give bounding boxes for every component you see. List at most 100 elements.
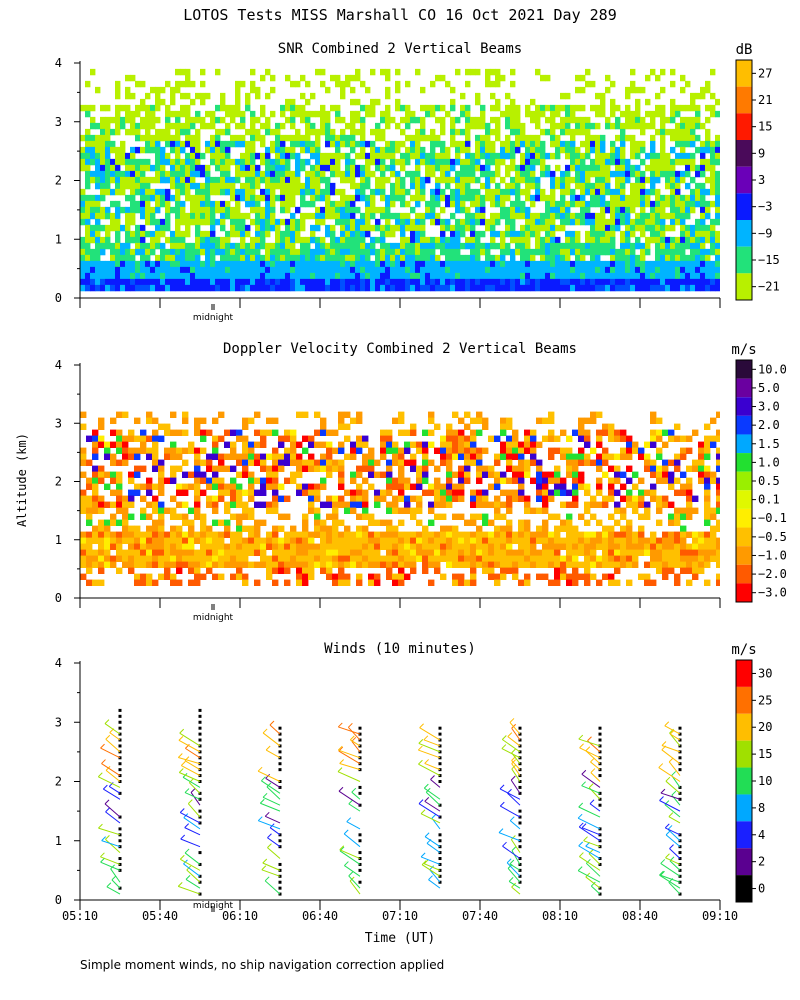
snr-cell [645, 194, 651, 202]
snr-cell [350, 134, 356, 142]
snr-cell [300, 278, 306, 286]
velocity-cell [158, 471, 165, 478]
snr-cell [390, 182, 396, 190]
snr-cell [540, 248, 546, 256]
snr-cell [315, 176, 321, 184]
snr-cell [515, 248, 521, 256]
snr-cell [670, 278, 676, 286]
snr-cell [485, 248, 491, 256]
snr-cell [285, 164, 291, 172]
velocity-cell [164, 423, 171, 430]
snr-cell [715, 284, 720, 292]
snr-cell [355, 248, 361, 256]
snr-cell [270, 206, 276, 214]
snr-cell [295, 206, 301, 214]
snr-cell [205, 230, 211, 238]
snr-cell [335, 284, 341, 292]
velocity-cell [134, 543, 141, 550]
snr-cell [395, 212, 401, 220]
velocity-cell [326, 561, 333, 568]
velocity-cell [86, 579, 93, 586]
snr-cell [260, 122, 266, 130]
velocity-cell [188, 579, 195, 586]
velocity-cell [152, 465, 159, 472]
snr-cell [430, 104, 436, 112]
velocity-cell [122, 507, 129, 514]
velocity-cell [302, 537, 309, 544]
snr-cell [505, 152, 511, 160]
snr-cell [510, 260, 516, 268]
velocity-cell [128, 453, 135, 460]
snr-cell [160, 98, 166, 106]
snr-cell [385, 278, 391, 286]
velocity-cell [398, 471, 405, 478]
velocity-cell [98, 501, 105, 508]
snr-cell [615, 278, 621, 286]
snr-cell [620, 122, 626, 130]
snr-cell [95, 218, 101, 226]
snr-cell [595, 182, 601, 190]
snr-cell [435, 134, 441, 142]
velocity-cell [266, 429, 273, 436]
colorbar-label: 9 [758, 146, 765, 160]
velocity-cell [92, 435, 99, 442]
snr-cell [405, 116, 411, 124]
snr-cell [485, 242, 491, 250]
snr-cell [195, 146, 201, 154]
snr-cell [305, 158, 311, 166]
velocity-cell [392, 549, 399, 556]
velocity-cell [152, 579, 159, 586]
velocity-cell [212, 555, 219, 562]
snr-cell [345, 170, 351, 178]
snr-cell [350, 128, 356, 136]
velocity-cell [308, 567, 315, 574]
snr-cell [690, 272, 696, 280]
snr-cell [125, 86, 131, 94]
velocity-cell [476, 561, 483, 568]
velocity-cell [542, 519, 549, 526]
velocity-cell [224, 489, 231, 496]
panel-title: SNR Combined 2 Vertical Beams [278, 41, 522, 57]
snr-cell [360, 254, 366, 262]
snr-cell [350, 242, 356, 250]
velocity-cell [464, 465, 471, 472]
velocity-cell [80, 501, 87, 508]
snr-cell [240, 134, 246, 142]
snr-cell [415, 176, 421, 184]
snr-cell [115, 86, 121, 94]
snr-cell [430, 146, 436, 154]
snr-cell [615, 224, 621, 232]
snr-cell [490, 260, 496, 268]
snr-cell [555, 182, 561, 190]
snr-cell [265, 116, 271, 124]
velocity-cell [206, 537, 213, 544]
snr-cell [130, 248, 136, 256]
snr-cell [405, 224, 411, 232]
snr-cell [315, 266, 321, 274]
velocity-cell [440, 549, 447, 556]
velocity-cell [284, 495, 291, 502]
velocity-cell [248, 471, 255, 478]
snr-cell [615, 134, 621, 142]
snr-cell [215, 200, 221, 208]
snr-cell [160, 164, 166, 172]
snr-cell [315, 146, 321, 154]
snr-cell [165, 128, 171, 136]
snr-cell [540, 152, 546, 160]
velocity-cell [116, 471, 123, 478]
snr-cell [375, 236, 381, 244]
snr-cell [605, 260, 611, 268]
velocity-cell [86, 483, 93, 490]
velocity-cell [134, 453, 141, 460]
snr-cell [310, 236, 316, 244]
snr-cell [505, 146, 511, 154]
snr-cell [705, 116, 711, 124]
snr-cell [435, 182, 441, 190]
snr-cell [710, 230, 716, 238]
snr-cell [205, 122, 211, 130]
snr-cell [85, 158, 91, 166]
snr-cell [565, 236, 571, 244]
snr-cell [120, 140, 126, 148]
snr-cell [700, 182, 706, 190]
velocity-cell [446, 561, 453, 568]
